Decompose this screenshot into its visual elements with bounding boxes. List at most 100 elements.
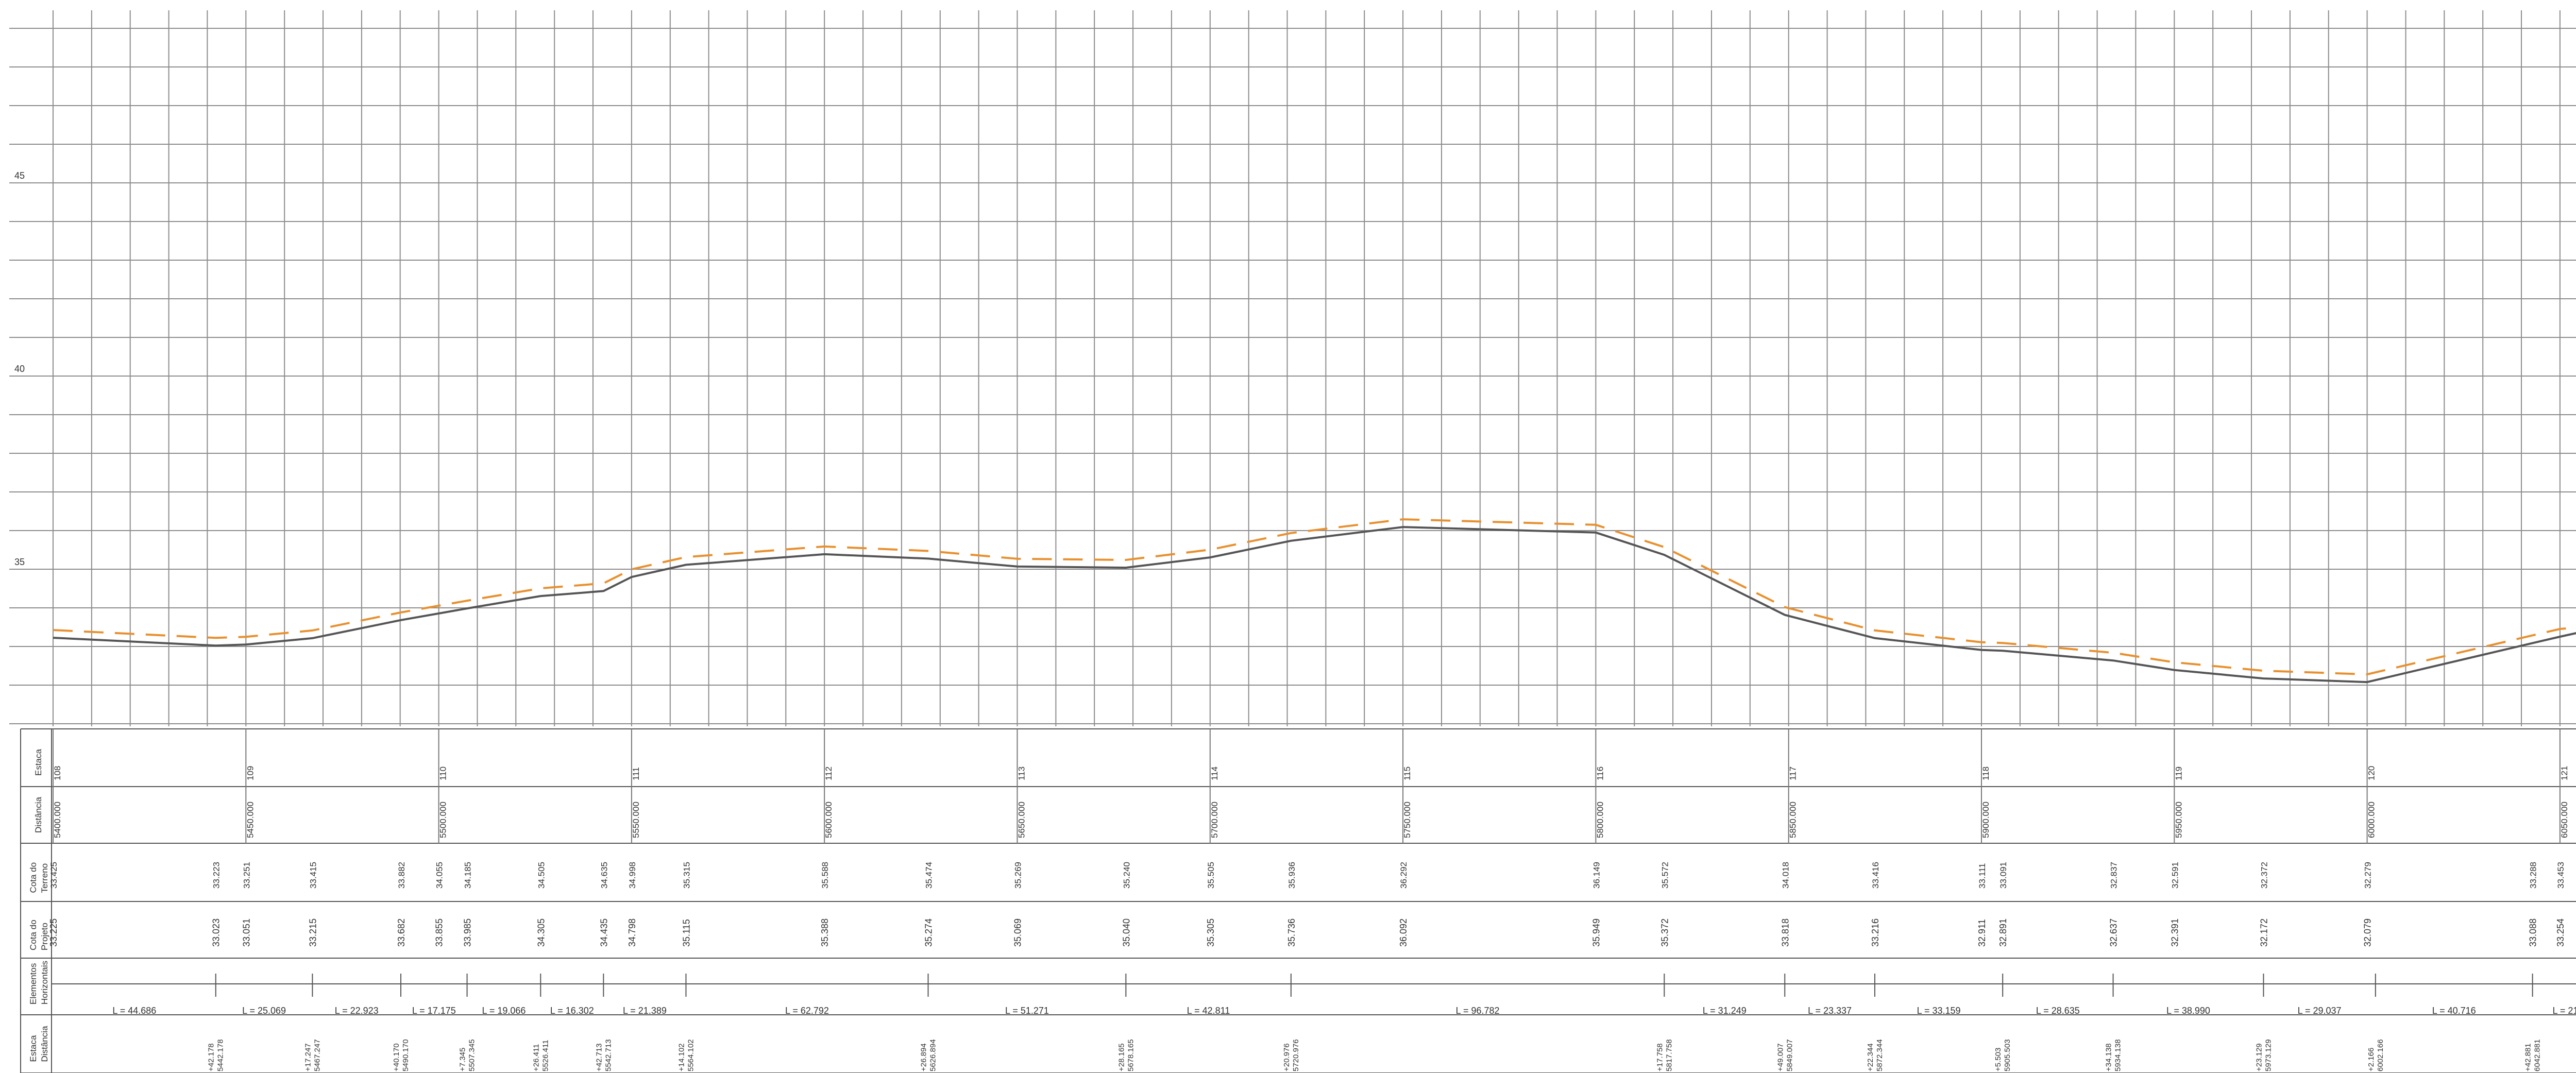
pi-offset: +22.344 — [1866, 1043, 1875, 1071]
cota-terreno-value: 33.416 — [1871, 862, 1880, 889]
element-length: L = 33.159 — [1917, 1006, 1961, 1016]
cota-projeto-value: 34.435 — [599, 918, 609, 947]
axis-label-40: 40 — [14, 364, 25, 374]
cota-projeto-value: 35.949 — [1591, 918, 1601, 947]
cota-terreno-value: 35.269 — [1013, 862, 1023, 889]
cota-terreno-value: 35.572 — [1660, 862, 1670, 889]
station-label: 114 — [1210, 767, 1219, 780]
cota-projeto-value: 33.088 — [2528, 918, 2538, 947]
station-distance: 6000.000 — [2367, 802, 2377, 838]
pi-offset: +17.247 — [303, 1043, 312, 1071]
element-length: L = 23.337 — [1808, 1006, 1852, 1016]
station-label: 115 — [1402, 767, 1412, 780]
cota-terreno-value: 34.998 — [628, 862, 637, 889]
station-distance: 5750.000 — [1402, 802, 1412, 838]
cota-terreno-value: 32.591 — [2170, 862, 2180, 889]
station-label: 109 — [245, 766, 255, 780]
cota-terreno-value: 35.936 — [1287, 862, 1297, 889]
cota-projeto-value: 33.225 — [48, 918, 59, 947]
cota-terreno-value: 35.240 — [1122, 862, 1131, 889]
profile-grid — [53, 10, 2576, 726]
elevation-axis: 45 40 35 — [9, 28, 53, 724]
cota-terreno-value: 35.474 — [924, 862, 934, 889]
cota-projeto-value: 33.215 — [308, 918, 318, 947]
cota-projeto-value: 33.254 — [2555, 918, 2566, 947]
pi-chainage: 5564.102 — [686, 1039, 695, 1071]
pi-chainage: 5467.247 — [313, 1039, 321, 1071]
pi-chainage: 6002.166 — [2376, 1039, 2385, 1071]
cota-projeto-value: 32.172 — [2259, 918, 2269, 947]
cota-projeto-value: 33.818 — [1780, 918, 1790, 947]
cota-projeto-value: 35.040 — [1121, 918, 1131, 947]
cota-projeto-value: 32.911 — [1977, 919, 1987, 947]
cota-terreno-value: 36.149 — [1591, 862, 1601, 889]
station-label: 119 — [2174, 767, 2183, 780]
element-length: L = 38.990 — [2166, 1006, 2210, 1016]
cota-projeto-value: 33.051 — [241, 918, 251, 947]
station-label: 112 — [824, 767, 834, 780]
cota-projeto-value: 33.855 — [434, 918, 445, 947]
pi-offset: +14.102 — [677, 1043, 686, 1071]
pi-offset: +34.138 — [2105, 1043, 2113, 1071]
station-distance: 5400.000 — [53, 802, 62, 838]
pi-offset: +23.129 — [2255, 1043, 2263, 1071]
station-distance: 6050.000 — [2560, 802, 2569, 838]
cota-projeto-value: 32.391 — [2170, 918, 2180, 947]
pi-chainage: 5849.007 — [1785, 1039, 1794, 1071]
element-length: L = 42.811 — [1187, 1006, 1230, 1016]
station-label: 110 — [438, 767, 448, 780]
element-length: L = 22.923 — [335, 1006, 379, 1016]
pi-chainage: 5872.344 — [1875, 1039, 1884, 1071]
station-label: 120 — [2367, 766, 2377, 780]
cota-projeto-value: 32.891 — [1998, 918, 2008, 947]
pi-chainage: 5526.411 — [541, 1040, 550, 1071]
cota-projeto-value: 35.274 — [924, 918, 934, 947]
cota-terreno-value: 34.055 — [435, 862, 445, 889]
cota-projeto-value: 32.637 — [2109, 918, 2119, 947]
cota-projeto-value: 35.305 — [1206, 918, 1216, 947]
station-label: 116 — [1595, 767, 1605, 780]
cota-projeto-value: 35.069 — [1013, 918, 1023, 947]
cota-projeto-value: 34.798 — [627, 918, 637, 947]
pi-offset: +49.007 — [1776, 1043, 1785, 1071]
element-length: L = 29.037 — [2298, 1006, 2342, 1016]
station-label: 121 — [2560, 766, 2569, 780]
cota-terreno-value: 33.288 — [2529, 862, 2538, 889]
row-title: Terreno — [40, 863, 49, 893]
element-length: L = 21.744 — [2553, 1006, 2576, 1016]
element-length: L = 44.686 — [112, 1006, 156, 1016]
element-length: L = 16.302 — [550, 1006, 594, 1016]
station-label: 113 — [1017, 767, 1027, 780]
element-length: L = 40.716 — [2432, 1006, 2476, 1016]
cota-terreno-value: 32.372 — [2259, 862, 2269, 889]
element-length: L = 51.271 — [1005, 1006, 1049, 1016]
cota-projeto-value: 33.216 — [1870, 918, 1880, 947]
cota-terreno-value: 36.292 — [1399, 862, 1409, 889]
row-title: Estaca — [33, 748, 43, 776]
cota-terreno-value: 35.505 — [1206, 862, 1216, 889]
station-label: 117 — [1788, 767, 1798, 780]
station-distance: 5450.000 — [245, 802, 255, 838]
pi-offset: +42.713 — [595, 1043, 603, 1071]
row-title: Cota do — [28, 862, 38, 893]
cota-terreno-value: 33.251 — [242, 862, 251, 889]
pi-chainage: 5507.345 — [468, 1039, 477, 1071]
pi-offset: +7.345 — [459, 1048, 467, 1071]
cota-terreno-value: 33.882 — [397, 862, 406, 889]
row-title: Cota do — [28, 919, 38, 950]
cota-projeto-value: 35.372 — [1659, 918, 1670, 947]
station-distance: 5650.000 — [1017, 802, 1027, 838]
element-length: L = 19.066 — [482, 1006, 526, 1016]
cota-projeto-value: 33.985 — [463, 918, 473, 947]
pi-chainage: 5626.894 — [929, 1039, 938, 1071]
row-title: Horizontais — [40, 961, 49, 1004]
cota-terreno-value: 33.223 — [212, 862, 222, 889]
station-distance: 5900.000 — [1981, 802, 1991, 838]
pi-chainage: 5442.178 — [216, 1039, 225, 1071]
cota-terreno-value: 34.635 — [599, 862, 609, 889]
cota-projeto-value: 32.079 — [2363, 918, 2373, 947]
cota-terreno-value: 34.018 — [1781, 862, 1790, 889]
cota-projeto-value: 36.092 — [1398, 918, 1409, 947]
pi-offset: +42.881 — [2524, 1043, 2533, 1071]
